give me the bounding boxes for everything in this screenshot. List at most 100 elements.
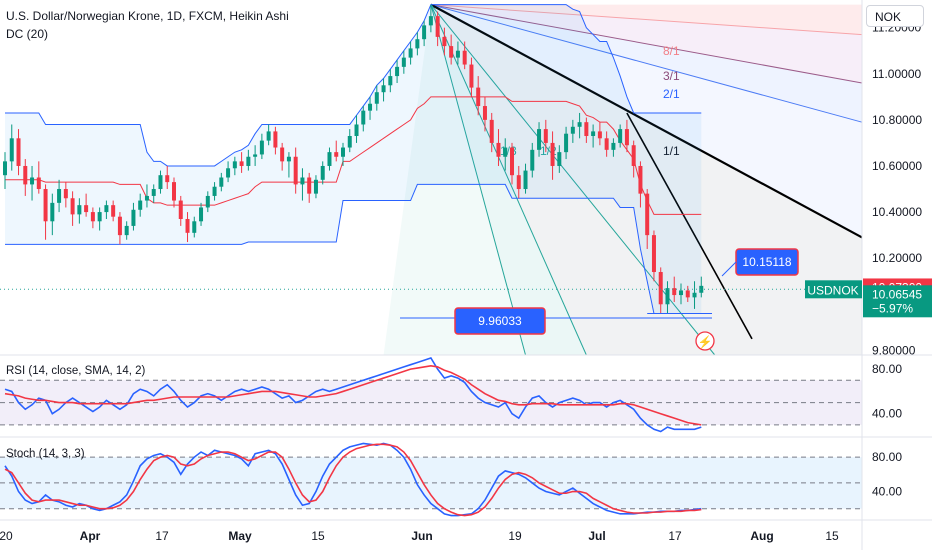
fan-zone-lower bbox=[383, 4, 526, 356]
candle-body bbox=[428, 16, 433, 26]
indicator-legend-dc[interactable]: DC (20) bbox=[6, 27, 49, 41]
candle-body bbox=[658, 272, 663, 305]
candle-body bbox=[591, 131, 596, 137]
time-tick-label: Jul bbox=[588, 529, 605, 543]
candle-body bbox=[415, 39, 420, 49]
candle-body bbox=[3, 161, 7, 176]
candle-body bbox=[570, 126, 575, 134]
fan-label: 2/1 bbox=[663, 87, 680, 101]
price-tick-label: 10.20000 bbox=[872, 251, 922, 265]
currency-selector[interactable]: NOK bbox=[866, 5, 924, 27]
candle-body bbox=[381, 85, 386, 93]
candle-body bbox=[422, 25, 427, 40]
candle-body bbox=[219, 177, 224, 187]
candle-body bbox=[266, 131, 271, 141]
indicator-legend-rsi[interactable]: RSI (14, close, SMA, 14, 2) bbox=[6, 365, 146, 377]
candle-body bbox=[70, 198, 75, 215]
candle-body bbox=[482, 106, 487, 120]
candle-body bbox=[611, 142, 616, 150]
candle-body bbox=[307, 177, 312, 194]
candle-body bbox=[43, 189, 48, 222]
fan-line-lower bbox=[430, 4, 527, 356]
stoch-band bbox=[0, 457, 862, 509]
candle-body bbox=[368, 103, 373, 111]
fan-label: 1/1 bbox=[663, 144, 680, 158]
candle-body bbox=[476, 87, 481, 107]
candle-body bbox=[138, 200, 143, 210]
candle-body bbox=[597, 131, 602, 139]
time-tick-label: 15 bbox=[311, 529, 325, 543]
candle-body bbox=[178, 200, 183, 219]
candle-body bbox=[510, 147, 514, 176]
candle-body bbox=[172, 182, 176, 201]
candle-body bbox=[239, 161, 244, 166]
stochastic-pane[interactable] bbox=[0, 442, 862, 517]
rsi-ma-line bbox=[4, 364, 702, 426]
candle-body bbox=[408, 48, 413, 58]
candle-body bbox=[523, 170, 528, 190]
candle-body bbox=[286, 156, 291, 162]
price-label-last-bg bbox=[863, 285, 932, 318]
candle-body bbox=[246, 156, 251, 166]
candle-body bbox=[469, 64, 474, 88]
symbol-label: USDNOK bbox=[807, 283, 858, 297]
fan-line bbox=[430, 4, 863, 84]
candle-body bbox=[442, 36, 447, 47]
candle-body bbox=[327, 152, 332, 166]
fan-line-lower bbox=[430, 4, 587, 356]
time-tick-label: 15 bbox=[825, 529, 839, 543]
candle-body bbox=[90, 212, 95, 222]
time-tick-label: 17 bbox=[155, 529, 169, 543]
rsi-band bbox=[0, 380, 862, 425]
callout-value-upper: 10.15118 bbox=[742, 255, 791, 269]
candle-body bbox=[638, 165, 643, 194]
stoch-tick-label: 40.00 bbox=[872, 485, 902, 499]
candle-body bbox=[158, 175, 163, 190]
candle-body bbox=[699, 285, 704, 293]
time-tick-label: 19 bbox=[508, 529, 522, 543]
candle-body bbox=[685, 290, 690, 298]
stoch-d-line bbox=[4, 443, 702, 517]
fan-label: 8/1 bbox=[663, 44, 680, 58]
candle-body bbox=[374, 92, 379, 104]
candle-body bbox=[341, 147, 345, 157]
rsi-pane[interactable] bbox=[0, 357, 862, 433]
candle-body bbox=[354, 124, 359, 137]
time-tick-label: May bbox=[228, 529, 252, 543]
candle-body bbox=[165, 175, 170, 183]
chart-title: U.S. Dollar/Norwegian Krone, 1D, FXCM, H… bbox=[6, 9, 289, 23]
price-tick-label: 11.00000 bbox=[872, 67, 921, 81]
candle-body bbox=[259, 140, 264, 155]
candle-body bbox=[320, 165, 325, 180]
price-label-change: −5.97% bbox=[872, 301, 913, 315]
candle-body bbox=[449, 46, 454, 58]
candle-body bbox=[185, 218, 190, 233]
candle-body bbox=[435, 16, 440, 37]
trend-line bbox=[626, 112, 753, 340]
time-tick-label: 20 bbox=[0, 529, 13, 543]
indicator-legend-stoch[interactable]: Stoch (14, 3, 3) bbox=[6, 448, 85, 460]
candle-body bbox=[300, 177, 305, 185]
candle-body bbox=[604, 138, 609, 150]
candle-body bbox=[50, 202, 55, 222]
candle-body bbox=[334, 152, 339, 157]
price-label-last: 10.06545 bbox=[872, 287, 922, 301]
fan-line bbox=[430, 3, 863, 239]
event-marker-icon bbox=[695, 331, 715, 351]
candle-body bbox=[77, 205, 82, 215]
candle-body bbox=[631, 145, 636, 166]
symbol-label-bg bbox=[805, 280, 862, 299]
price-tick-label: 10.40000 bbox=[872, 205, 922, 219]
donchian-lower bbox=[5, 183, 702, 315]
candle-body bbox=[111, 205, 116, 217]
callout-value-lower: 9.96033 bbox=[478, 314, 522, 328]
candle-body bbox=[205, 195, 210, 208]
candle-body bbox=[618, 129, 623, 143]
candle-body bbox=[117, 216, 122, 236]
candle-body bbox=[564, 133, 569, 153]
candle-body bbox=[226, 168, 231, 178]
time-tick-label: Aug bbox=[750, 529, 773, 543]
candle-body bbox=[672, 288, 677, 296]
